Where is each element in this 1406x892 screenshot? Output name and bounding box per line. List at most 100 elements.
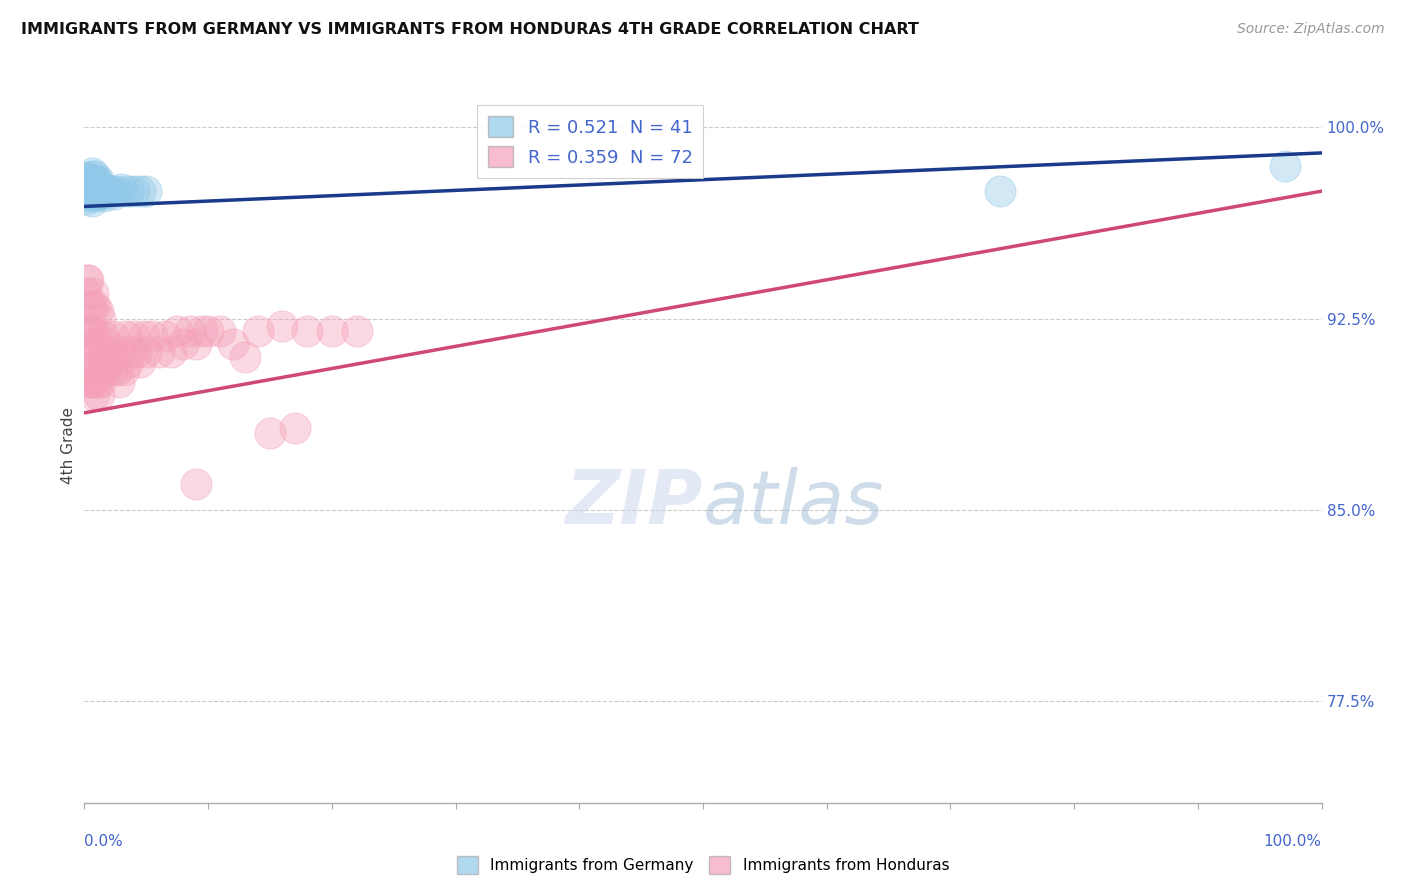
Text: atlas: atlas: [703, 467, 884, 539]
Point: [89, 388, 111, 402]
Point: [82, 186, 104, 201]
Point: [84, 299, 107, 313]
Point: [83, 324, 105, 338]
Y-axis label: 4th Grade: 4th Grade: [60, 408, 76, 484]
Point: [86, 376, 108, 390]
Point: [87, 362, 110, 376]
Point: [105, 184, 128, 198]
Point: [141, 329, 163, 343]
Legend: R = 0.521  N = 41, R = 0.359  N = 72: R = 0.521 N = 41, R = 0.359 N = 72: [477, 105, 703, 178]
Point: [91, 184, 114, 198]
Point: [1274, 159, 1296, 173]
Point: [153, 329, 176, 343]
Point: [76, 171, 98, 186]
Point: [86, 174, 108, 188]
Point: [89, 344, 111, 359]
Point: [80, 181, 103, 195]
Text: 100.0%: 100.0%: [1264, 834, 1322, 849]
Point: [75, 286, 97, 301]
Point: [259, 426, 281, 441]
Point: [80, 166, 103, 180]
Point: [82, 286, 104, 301]
Point: [184, 337, 207, 351]
Point: [89, 376, 111, 390]
Point: [79, 299, 101, 313]
Point: [135, 344, 157, 359]
Point: [129, 355, 152, 369]
Point: [91, 329, 114, 343]
Point: [79, 324, 101, 338]
Point: [93, 189, 115, 203]
Point: [86, 186, 108, 201]
Point: [97, 355, 120, 369]
Point: [79, 177, 101, 191]
Point: [100, 184, 122, 198]
Point: [103, 186, 125, 201]
Point: [77, 273, 100, 287]
Point: [96, 337, 118, 351]
Point: [135, 184, 157, 198]
Point: [82, 174, 104, 188]
Point: [75, 324, 97, 338]
Point: [75, 184, 97, 198]
Point: [87, 181, 110, 195]
Point: [98, 184, 121, 198]
Point: [76, 350, 98, 364]
Point: [94, 362, 117, 376]
Point: [77, 376, 100, 390]
Point: [246, 324, 269, 338]
Point: [166, 324, 188, 338]
Point: [89, 186, 111, 201]
Point: [84, 362, 107, 376]
Point: [83, 177, 105, 191]
Point: [86, 337, 108, 351]
Point: [82, 376, 104, 390]
Legend: Immigrants from Germany, Immigrants from Honduras: Immigrants from Germany, Immigrants from…: [451, 850, 955, 880]
Point: [76, 273, 98, 287]
Point: [346, 324, 368, 338]
Point: [96, 184, 118, 198]
Point: [80, 299, 103, 313]
Point: [172, 337, 194, 351]
Point: [76, 184, 98, 198]
Point: [77, 171, 100, 186]
Point: [83, 388, 105, 402]
Point: [87, 304, 110, 318]
Point: [117, 355, 139, 369]
Point: [321, 324, 343, 338]
Point: [148, 344, 170, 359]
Point: [108, 376, 131, 390]
Point: [79, 350, 101, 364]
Point: [77, 324, 100, 338]
Point: [122, 329, 145, 343]
Point: [80, 194, 103, 209]
Point: [105, 362, 128, 376]
Point: [91, 362, 114, 376]
Text: ZIP: ZIP: [565, 467, 703, 540]
Point: [90, 186, 112, 201]
Point: [184, 477, 207, 491]
Point: [84, 169, 107, 183]
Text: 0.0%: 0.0%: [84, 834, 124, 849]
Point: [100, 362, 122, 376]
Point: [271, 319, 294, 334]
Point: [988, 184, 1011, 198]
Point: [191, 324, 214, 338]
Point: [295, 324, 318, 338]
Point: [120, 344, 142, 359]
Point: [222, 337, 245, 351]
Point: [79, 184, 101, 198]
Point: [160, 344, 183, 359]
Point: [80, 362, 103, 376]
Point: [132, 329, 155, 343]
Point: [75, 192, 97, 206]
Point: [101, 329, 124, 343]
Point: [79, 169, 101, 183]
Point: [110, 181, 132, 195]
Text: Source: ZipAtlas.com: Source: ZipAtlas.com: [1237, 22, 1385, 37]
Point: [233, 350, 256, 364]
Point: [98, 344, 121, 359]
Point: [115, 329, 138, 343]
Point: [129, 184, 152, 198]
Point: [77, 186, 100, 201]
